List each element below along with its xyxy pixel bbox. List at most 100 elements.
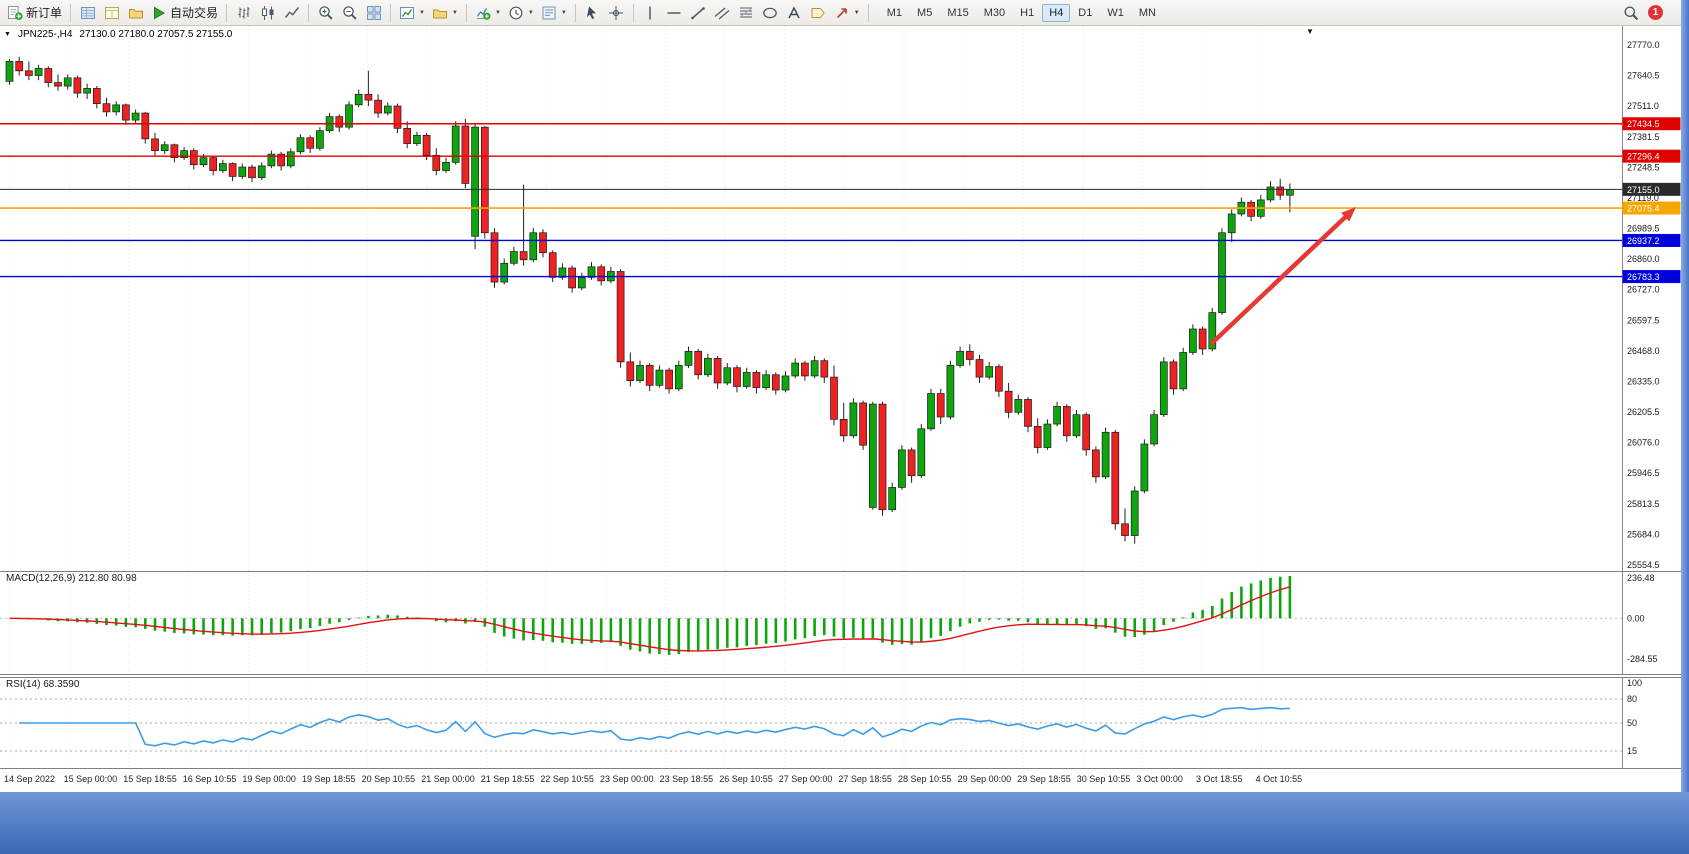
price-axis[interactable]: 27770.0 27640.5 27511.0 27381.5 27248.5 27119…: [1622, 26, 1681, 571]
rsi-axis-label: 100: [1627, 678, 1642, 688]
price-tag: [1622, 182, 1681, 196]
timeframe-h4[interactable]: H4: [1042, 3, 1071, 22]
rsi-panel[interactable]: 100 80 50 15: [0, 677, 1681, 769]
bar-chart-button[interactable]: [232, 2, 255, 23]
arrows-button[interactable]: ▼: [831, 2, 863, 23]
search-icon[interactable]: [1619, 2, 1642, 23]
timeframe-d1[interactable]: D1: [1078, 6, 1093, 19]
line-chart-button[interactable]: [280, 2, 303, 23]
templates-icon: [542, 6, 556, 19]
chevron-down-icon: ▼: [527, 9, 534, 16]
time-axis[interactable]: 14 Sep 2022 15 Sep 00:00 15 Sep 18:55 16 Se…: [0, 769, 1622, 792]
profiles-icon: [432, 9, 447, 18]
templates-button[interactable]: ▼: [538, 2, 570, 23]
toolbar-separator: [226, 3, 228, 22]
timeframe-m5[interactable]: M5: [917, 6, 933, 19]
price-axis-label: 26205.5: [1627, 407, 1660, 417]
indicators-button[interactable]: ▼: [472, 2, 504, 23]
periods-button[interactable]: ▼: [505, 2, 537, 23]
time-label: 14 Sep 2022: [4, 774, 56, 784]
rsi-label: RSI(14) 68.3590: [6, 679, 80, 690]
time-label: 29 Sep 00:00: [957, 774, 1012, 784]
window-frame-right: [1681, 0, 1689, 854]
time-label: 19 Sep 00:00: [242, 774, 296, 784]
timeframe-m30[interactable]: M30: [983, 6, 1006, 19]
fibonacci-button[interactable]: [735, 2, 758, 23]
cursor-icon: [587, 6, 597, 19]
time-label: 21 Sep 00:00: [421, 774, 475, 784]
fibonacci-icon: [739, 7, 753, 17]
price-axis-label: 26989.5: [1627, 224, 1660, 234]
vertical-line-button[interactable]: [639, 2, 662, 23]
cursor-button[interactable]: [581, 2, 604, 23]
text-button[interactable]: [783, 2, 806, 23]
tile-windows-button[interactable]: [362, 2, 385, 23]
new-chart-button[interactable]: ▼: [396, 2, 428, 23]
macd-panel[interactable]: 236.48 0.00 -284.55: [0, 571, 1681, 675]
data-window-button[interactable]: [100, 2, 123, 23]
zoom-out-icon: [342, 5, 357, 20]
chart-window[interactable]: ▼ JPN225-,H4 27130.0 27180.0 27057.5 271…: [0, 26, 1681, 792]
main-chart[interactable]: 27770.0 27640.5 27511.0 27381.5 27248.5 27119…: [0, 26, 1681, 571]
time-label: 15 Sep 00:00: [63, 774, 118, 784]
time-label: 3 Oct 18:55: [1196, 774, 1243, 784]
price-tag-label: 27075.4: [1627, 204, 1660, 214]
macd-axis-label: 0.00: [1627, 613, 1645, 623]
navigator-button[interactable]: [124, 2, 147, 23]
price-axis-label: 26860.0: [1627, 254, 1660, 264]
candles-layer: [5, 56, 1294, 544]
zoom-out-button[interactable]: [338, 2, 361, 23]
price-axis-label: 26335.0: [1627, 376, 1660, 386]
collapse-arrow-icon[interactable]: ▼: [4, 31, 11, 38]
time-label: 4 Oct 10:55: [1255, 774, 1303, 784]
time-label: 28 Sep 10:55: [898, 774, 952, 784]
notification-badge[interactable]: 1: [1648, 5, 1663, 20]
trend-arrow[interactable]: [1209, 207, 1356, 346]
timeframe-bar: M1 M5 M15 M30 H1 H4 D1 W1 MN: [880, 3, 1163, 22]
time-label: 21 Sep 18:55: [480, 774, 535, 784]
search-icon: [1624, 6, 1638, 20]
price-axis-label: 27640.5: [1627, 71, 1660, 81]
time-label: 19 Sep 18:55: [302, 774, 356, 784]
hlines-layer: [0, 123, 1622, 278]
zoom-in-button[interactable]: [314, 2, 337, 23]
profiles-button[interactable]: ▼: [429, 2, 461, 23]
time-label: 20 Sep 10:55: [361, 774, 416, 784]
timeframe-m1[interactable]: M1: [886, 6, 903, 19]
chart-shift-marker-icon[interactable]: ▼: [1306, 27, 1314, 36]
toolbar-separator: [390, 3, 392, 22]
price-axis-label: 25684.0: [1627, 529, 1660, 539]
crosshair-button[interactable]: [605, 2, 628, 23]
timeframe-m15[interactable]: M15: [947, 6, 969, 19]
price-tag-label: 26937.2: [1627, 236, 1660, 246]
market-watch-icon: [80, 6, 95, 19]
new-order-button[interactable]: 新订单: [4, 2, 65, 23]
text-label-button[interactable]: [807, 2, 830, 23]
new-order-icon: [8, 5, 23, 20]
time-label: 23 Sep 18:55: [659, 774, 714, 784]
chart-legend: ▼ JPN225-,H4 27130.0 27180.0 27057.5 271…: [4, 29, 232, 40]
toolbar: 新订单 自动交易 ▼ ▼ ▼ ▼ ▼ ▼ M1 M5 M15 M30 H1 H4 D1 W1 MN 1: [0, 0, 1681, 26]
new-order-button-label: 新订单: [26, 6, 63, 20]
timeframe-h1[interactable]: H1: [1020, 6, 1035, 19]
timeframe-mn[interactable]: MN: [1138, 6, 1156, 19]
vertical-line-icon: [649, 6, 652, 19]
price-axis-label: 27248.5: [1627, 162, 1660, 172]
channel-icon: [714, 7, 730, 19]
market-watch-button[interactable]: [76, 2, 99, 23]
rsi-line: [19, 706, 1290, 747]
horizontal-line-icon: [667, 11, 681, 14]
price-axis-label: 26468.0: [1627, 346, 1660, 356]
equidistant-channel-button[interactable]: [711, 2, 734, 23]
timeframe-w1[interactable]: W1: [1107, 6, 1124, 19]
shapes-button[interactable]: [759, 2, 782, 23]
auto-trading-button[interactable]: 自动交易: [148, 2, 221, 23]
horizontal-line-button[interactable]: [663, 2, 686, 23]
toolbar-buttons: 新订单 自动交易 ▼ ▼ ▼ ▼ ▼ ▼: [4, 2, 873, 23]
price-tag-label: 27434.5: [1627, 119, 1660, 129]
auto-trading-icon: [154, 6, 166, 19]
text-icon: [788, 5, 800, 18]
trendline-button[interactable]: [687, 2, 710, 23]
indicators-icon: [476, 7, 491, 20]
candlestick-button[interactable]: [256, 2, 279, 23]
